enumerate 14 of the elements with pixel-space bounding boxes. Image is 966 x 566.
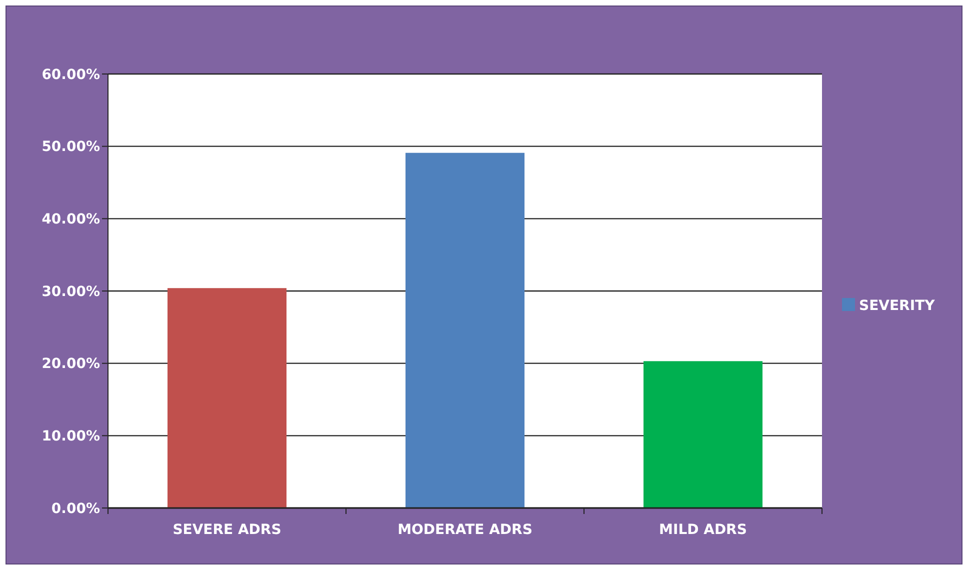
x-tick-label: MODERATE ADRS xyxy=(398,522,532,538)
y-tick-label: 30.00% xyxy=(42,284,100,300)
x-tick-label: MILD ADRS xyxy=(659,522,747,538)
legend-label: SEVERITY xyxy=(859,298,936,314)
y-tick-label: 50.00% xyxy=(42,139,100,156)
bar xyxy=(168,288,286,508)
y-tick-label: 0.00% xyxy=(51,500,100,517)
x-tick-label: SEVERE ADRS xyxy=(172,522,282,538)
y-tick-label: 40.00% xyxy=(42,212,100,228)
y-tick-label: 20.00% xyxy=(42,356,100,372)
bar xyxy=(644,361,762,508)
y-tick-label: 60.00% xyxy=(42,66,100,83)
y-tick-label: 10.00% xyxy=(42,428,100,445)
bar xyxy=(406,152,524,508)
